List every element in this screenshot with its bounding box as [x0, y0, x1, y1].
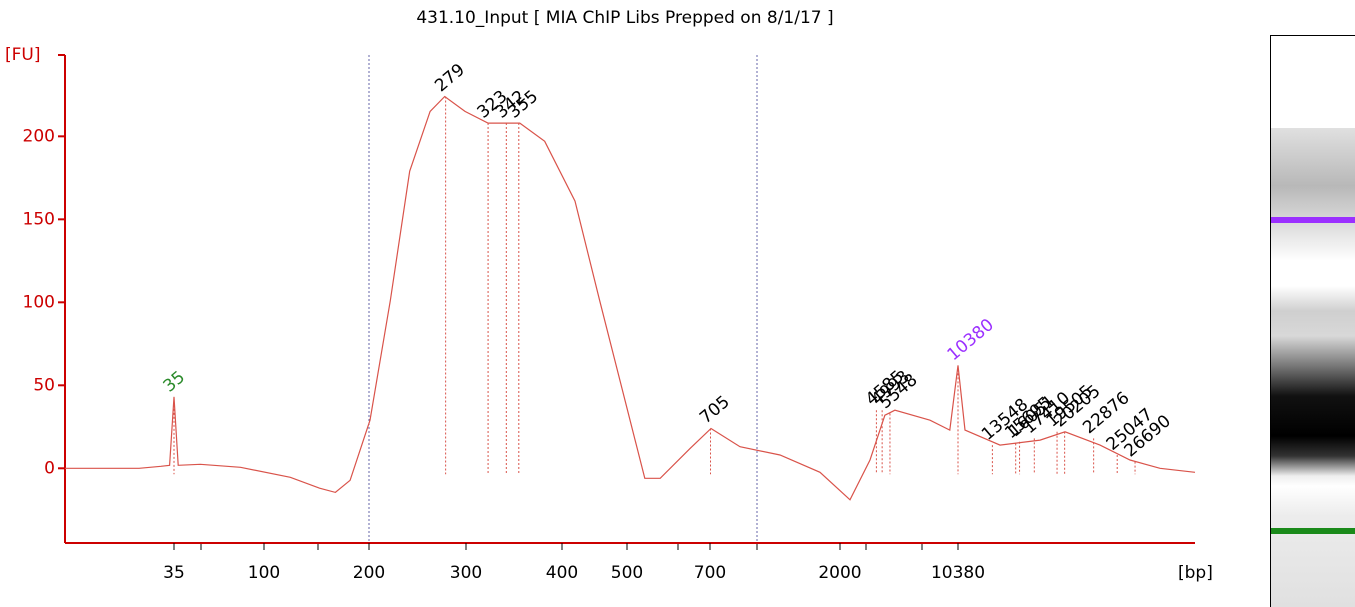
x-tick-label: 100 — [248, 563, 280, 583]
lower-marker-band — [1271, 528, 1355, 534]
upper-marker-band — [1271, 217, 1355, 223]
x-tick-label: 10380 — [931, 563, 985, 583]
y-axis-label: [FU] — [5, 45, 41, 65]
x-tick-label: 400 — [546, 563, 578, 583]
y-tick-label: 150 — [23, 209, 55, 229]
y-tick-label: 0 — [44, 458, 55, 478]
chart-title: 431.10_Input [ MIA ChIP Libs Prepped on … — [416, 8, 833, 28]
x-tick-label: 200 — [353, 563, 385, 583]
chart: 431.10_Input [ MIA ChIP Libs Prepped on … — [5, 8, 1213, 583]
x-tick-label: 700 — [694, 563, 726, 583]
peak-label: 10380 — [944, 315, 998, 365]
peak-label: 35 — [160, 367, 189, 396]
x-tick-label: 35 — [163, 563, 185, 583]
trace — [65, 95, 1196, 501]
y-tick-label: 100 — [23, 292, 55, 312]
x-tick-label: 2000 — [818, 563, 861, 583]
x-tick-label: 500 — [611, 563, 643, 583]
gel-lane — [1270, 35, 1355, 607]
y-tick-label: 50 — [33, 375, 55, 395]
x-axis-label: [bp] — [1178, 563, 1213, 583]
peak-label: 279 — [431, 60, 469, 96]
peak-label: 705 — [696, 392, 734, 428]
x-tick-label: 300 — [450, 563, 482, 583]
y-tick-label: 200 — [23, 126, 55, 146]
